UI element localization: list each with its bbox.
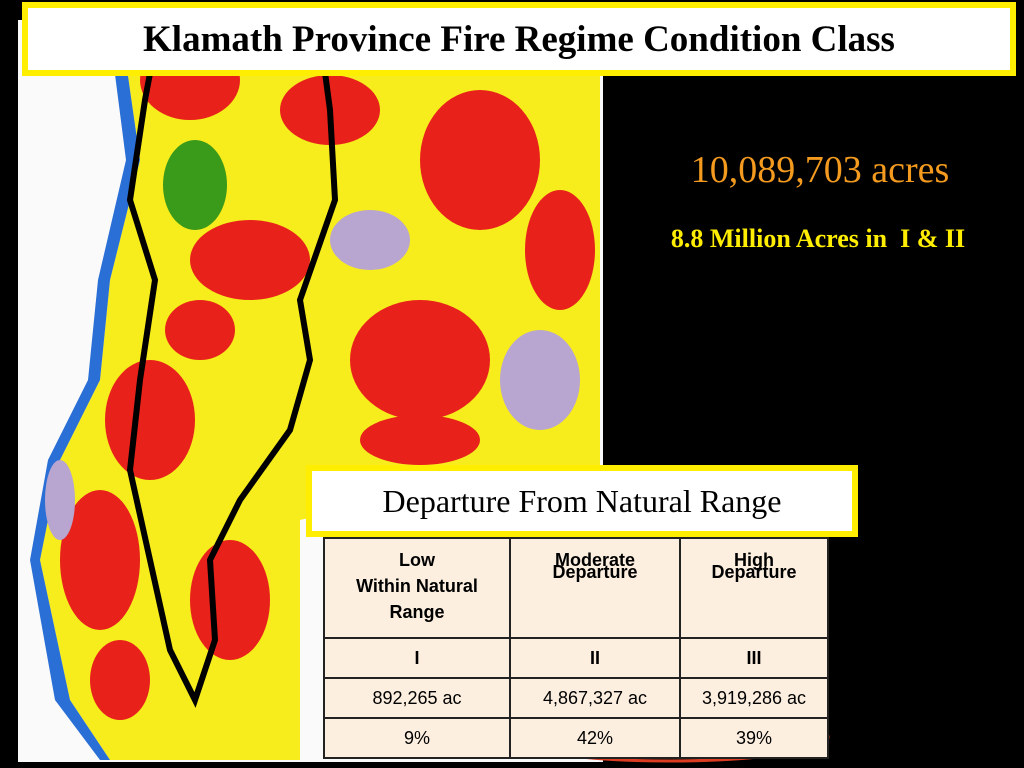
header-row: Low Within Natural Range Moderate Departur…	[323, 537, 829, 639]
cell: II	[509, 637, 681, 679]
header-cell: Moderate Departure	[509, 537, 681, 639]
header-cell: Low Within Natural Range	[323, 537, 511, 639]
header-cell: High Departure	[679, 537, 829, 639]
header-text: High	[734, 550, 774, 570]
cell: III	[679, 637, 829, 679]
header-text: Departure	[711, 562, 797, 582]
lake	[163, 140, 227, 230]
header-text: Within Natural Range	[356, 576, 478, 622]
header-text: Departure	[552, 562, 638, 582]
row: I II III	[323, 637, 829, 679]
cell: 39%	[679, 717, 829, 759]
cell: 9%	[323, 717, 511, 759]
cell: 892,265 ac	[323, 677, 511, 719]
header-text: Moderate	[554, 550, 635, 570]
cell: 42%	[509, 717, 681, 759]
total-acres: 10,089,703 acres	[690, 149, 950, 191]
condition-table: Low Within Natural Range Moderate Departur…	[323, 537, 829, 759]
map-purple	[45, 210, 580, 540]
summary: 8.8 Million Acres in I & II	[670, 224, 966, 253]
coast	[30, 20, 140, 760]
caption: Departure From Natural Range	[306, 465, 858, 537]
cell: 4,867,327 ac	[509, 677, 681, 719]
title: Klamath Province Fire Regime Condition C…	[22, 2, 1016, 76]
boundary	[126, 19, 339, 708]
header-text: Low	[399, 550, 435, 570]
row: 892,265 ac 4,867,327 ac 3,919,286 ac	[323, 677, 829, 719]
cell: I	[323, 637, 511, 679]
cell: 3,919,286 ac	[679, 677, 829, 719]
row: 9% 42% 39%	[323, 717, 829, 759]
